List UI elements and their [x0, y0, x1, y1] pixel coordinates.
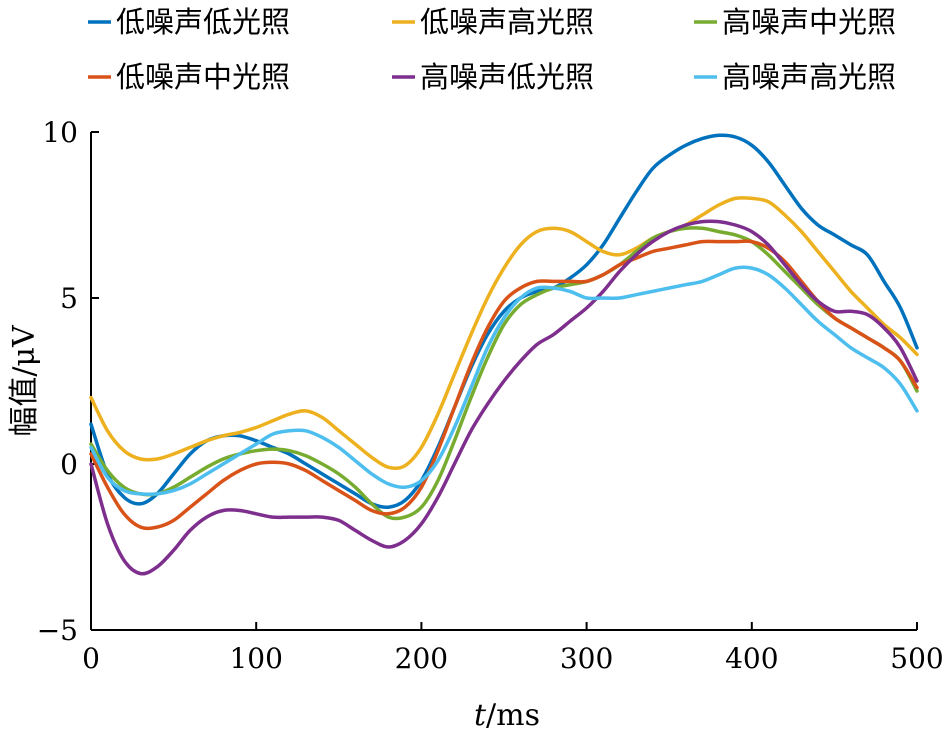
y-tick-label: −5: [37, 614, 78, 647]
series-line-2: [89, 196, 919, 471]
x-axis-label-unit: /ms: [486, 698, 540, 733]
legend-item: 高噪声中光照: [694, 5, 896, 39]
legend-label: 高噪声高光照: [722, 60, 896, 94]
legend-item: 低噪声中光照: [88, 60, 290, 94]
series-line-3: [89, 226, 919, 521]
y-tick-label: 0: [60, 448, 78, 481]
series-line-1: [89, 133, 919, 510]
legend-label: 高噪声低光照: [420, 60, 594, 94]
series-lines: [89, 133, 919, 576]
legend-label: 高噪声中光照: [722, 5, 896, 39]
series-line-5: [89, 219, 919, 576]
x-tick-label: 100: [229, 642, 282, 675]
x-ticks: 0 100 200 300 400 500: [82, 622, 944, 675]
y-axis-label: 幅值/μV: [7, 324, 42, 437]
x-tick-label: 300: [560, 642, 613, 675]
series-line-4: [89, 239, 919, 531]
x-axis-label: t/ms: [474, 698, 540, 733]
legend-item: 高噪声高光照: [694, 60, 896, 94]
legend-item: 低噪声低光照: [88, 5, 290, 39]
y-tick-label: 10: [42, 116, 78, 149]
series-line-6: [89, 265, 919, 497]
legend-item: 低噪声高光照: [392, 5, 594, 39]
legend-label: 低噪声中光照: [116, 60, 290, 94]
x-axis-label-italic: t: [474, 698, 487, 733]
legend-label: 低噪声高光照: [420, 5, 594, 39]
y-ticks: −5 0 5 10: [37, 116, 99, 647]
legend-item: 高噪声低光照: [392, 60, 594, 94]
x-tick-label: 400: [725, 642, 778, 675]
x-tick-label: 200: [395, 642, 448, 675]
x-tick-label: 0: [82, 642, 100, 675]
legend-label: 低噪声低光照: [116, 5, 290, 39]
x-tick-label: 500: [890, 642, 943, 675]
y-tick-label: 5: [60, 282, 78, 315]
